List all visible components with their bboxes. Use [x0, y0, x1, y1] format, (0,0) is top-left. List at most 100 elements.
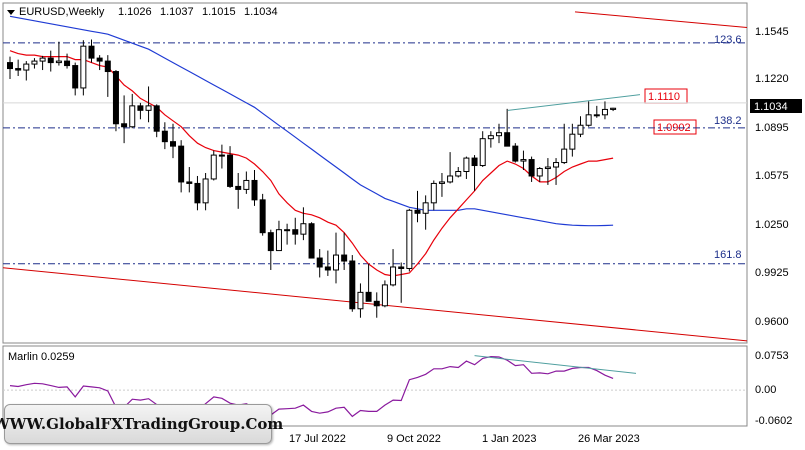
current-price-value: 1.1034: [754, 101, 788, 113]
candle-body: [112, 71, 119, 125]
candle-body: [178, 145, 185, 183]
current-price-badge: [750, 99, 802, 113]
resistance-price-label: 1.1110: [648, 91, 680, 103]
fib-label: 161.8: [714, 249, 742, 261]
open-value: 1.1026: [118, 6, 152, 18]
candle-body: [455, 171, 462, 177]
candle-body: [406, 209, 413, 269]
candle-body: [47, 57, 54, 64]
price-tick: 1.0575: [755, 170, 789, 182]
candle-body: [430, 182, 437, 204]
price-tick: 1.1220: [755, 73, 789, 85]
candle-body: [577, 124, 584, 135]
candle-body: [479, 138, 486, 167]
candle-body: [496, 132, 502, 137]
candle-body: [210, 154, 217, 180]
candle-body: [284, 229, 291, 232]
time-label: 9 Oct 2022: [387, 433, 441, 445]
ma-slow-line: [9, 15, 614, 227]
candle-body: [528, 159, 535, 177]
candle-body: [243, 179, 250, 190]
price-tick: 1.0250: [755, 219, 789, 231]
candle-body: [544, 166, 551, 170]
dropdown-arrow-icon[interactable]: [7, 10, 15, 15]
candle-body: [39, 57, 46, 62]
price-tick: 0.9600: [755, 316, 789, 328]
candle-body: [390, 266, 397, 286]
candle-body: [145, 105, 152, 111]
candle-body: [341, 254, 348, 262]
candle-body: [104, 60, 111, 73]
price-tick: 1.1545: [755, 26, 789, 38]
candle-body: [593, 114, 600, 117]
time-label: 1 Jan 2023: [482, 433, 536, 445]
candle-body: [31, 60, 38, 65]
candle-body: [438, 181, 445, 184]
candle-body: [96, 57, 103, 62]
candle-body: [251, 179, 258, 201]
resistance-trendline: [507, 94, 641, 111]
candle-body: [316, 257, 323, 268]
candle-body: [487, 135, 494, 140]
candle-body: [585, 114, 592, 126]
marlin-divergence-trendline: [474, 355, 637, 374]
candle-body: [357, 291, 364, 310]
candle-body: [218, 154, 225, 157]
symbol-label: EURUSD,Weekly: [19, 6, 105, 18]
candle-body: [227, 154, 234, 187]
candle-body: [561, 148, 568, 164]
candle-body: [373, 300, 380, 307]
candle-body: [186, 181, 193, 184]
candle-body: [520, 159, 527, 162]
candle-body: [365, 291, 372, 302]
time-label: 26 Mar 2023: [578, 433, 640, 445]
fib-label: 138.2: [714, 115, 742, 127]
candle-body: [610, 107, 617, 110]
candle-body: [194, 182, 201, 204]
candle-body: [202, 178, 209, 204]
candle-body: [153, 105, 160, 132]
candle-body: [512, 145, 519, 162]
candle-body: [471, 157, 478, 167]
candle-body: [414, 209, 421, 214]
candle-body: [300, 223, 307, 235]
marlin-line: [9, 355, 614, 418]
main-pane-frame: [2, 2, 748, 344]
close-value: 1.1034: [244, 6, 278, 18]
candle-body: [23, 63, 30, 71]
watermark-logo: WWW.GlobalFXTradingGroup.Com: [0, 404, 283, 444]
high-value: 1.1037: [160, 6, 194, 18]
time-label: 17 Jul 2022: [289, 433, 346, 445]
candle-body: [422, 202, 429, 214]
candle-body: [292, 229, 299, 235]
candle-body: [64, 60, 71, 67]
candle-body: [55, 60, 62, 64]
candle-body: [333, 254, 339, 271]
candle-body: [235, 185, 242, 190]
candle-body: [536, 168, 543, 177]
price-tick: 1.0895: [755, 122, 789, 134]
indicator-tick: -0.0602: [755, 415, 792, 427]
indicator-tick: 0.0753: [755, 350, 789, 362]
support-price-box: [653, 119, 697, 135]
candle-body: [121, 123, 128, 128]
indicator-name: Marlin 0.0259: [8, 351, 75, 363]
price-tick: 0.9925: [755, 267, 789, 279]
candle-body: [275, 229, 282, 252]
candle-body: [170, 141, 176, 147]
candle-body: [88, 45, 95, 59]
indicator-tick: 0.00: [755, 384, 776, 396]
candle-body: [349, 260, 356, 310]
candle-body: [137, 105, 144, 111]
candle-body: [398, 266, 405, 269]
candle-body: [308, 223, 315, 259]
candle-body: [259, 199, 266, 234]
candle-body: [553, 162, 560, 168]
candle-body: [72, 65, 79, 89]
candle-body: [504, 132, 511, 147]
fib-label: 123.6: [714, 34, 742, 46]
candle-body: [601, 108, 608, 116]
candle-body: [80, 45, 87, 89]
candle-body: [161, 130, 168, 143]
